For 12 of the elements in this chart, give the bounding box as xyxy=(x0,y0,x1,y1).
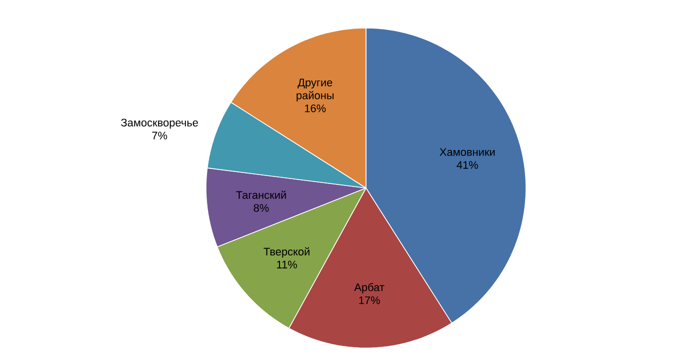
data-label: 7% xyxy=(152,132,168,140)
slice-label: Арбат xyxy=(354,283,384,294)
data-label: 41% xyxy=(456,161,478,169)
slice-label: Хамовники xyxy=(440,148,495,156)
slice-label: Тверской xyxy=(264,247,310,258)
data-label: 16% xyxy=(304,104,326,112)
slice-label: Другие районы xyxy=(296,78,334,102)
data-label: 8% xyxy=(254,204,269,212)
data-label: 11% xyxy=(277,260,297,268)
slice-label: Таганский xyxy=(236,190,286,199)
slice-label: Замоскворечье xyxy=(121,118,198,129)
data-label: 17% xyxy=(359,296,380,304)
